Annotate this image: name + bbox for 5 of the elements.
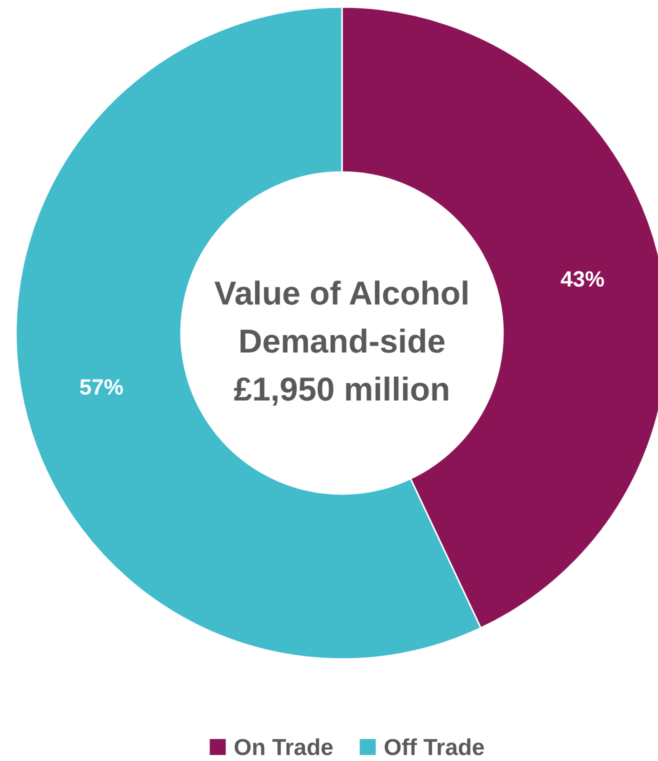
legend-label: Off Trade — [384, 734, 485, 760]
data-label: 43% — [560, 266, 605, 292]
data-label: 57% — [79, 374, 124, 400]
text: Value of Alcohol Demand-side £1,950 million — [214, 274, 470, 408]
legend-label: On Trade — [234, 734, 334, 760]
